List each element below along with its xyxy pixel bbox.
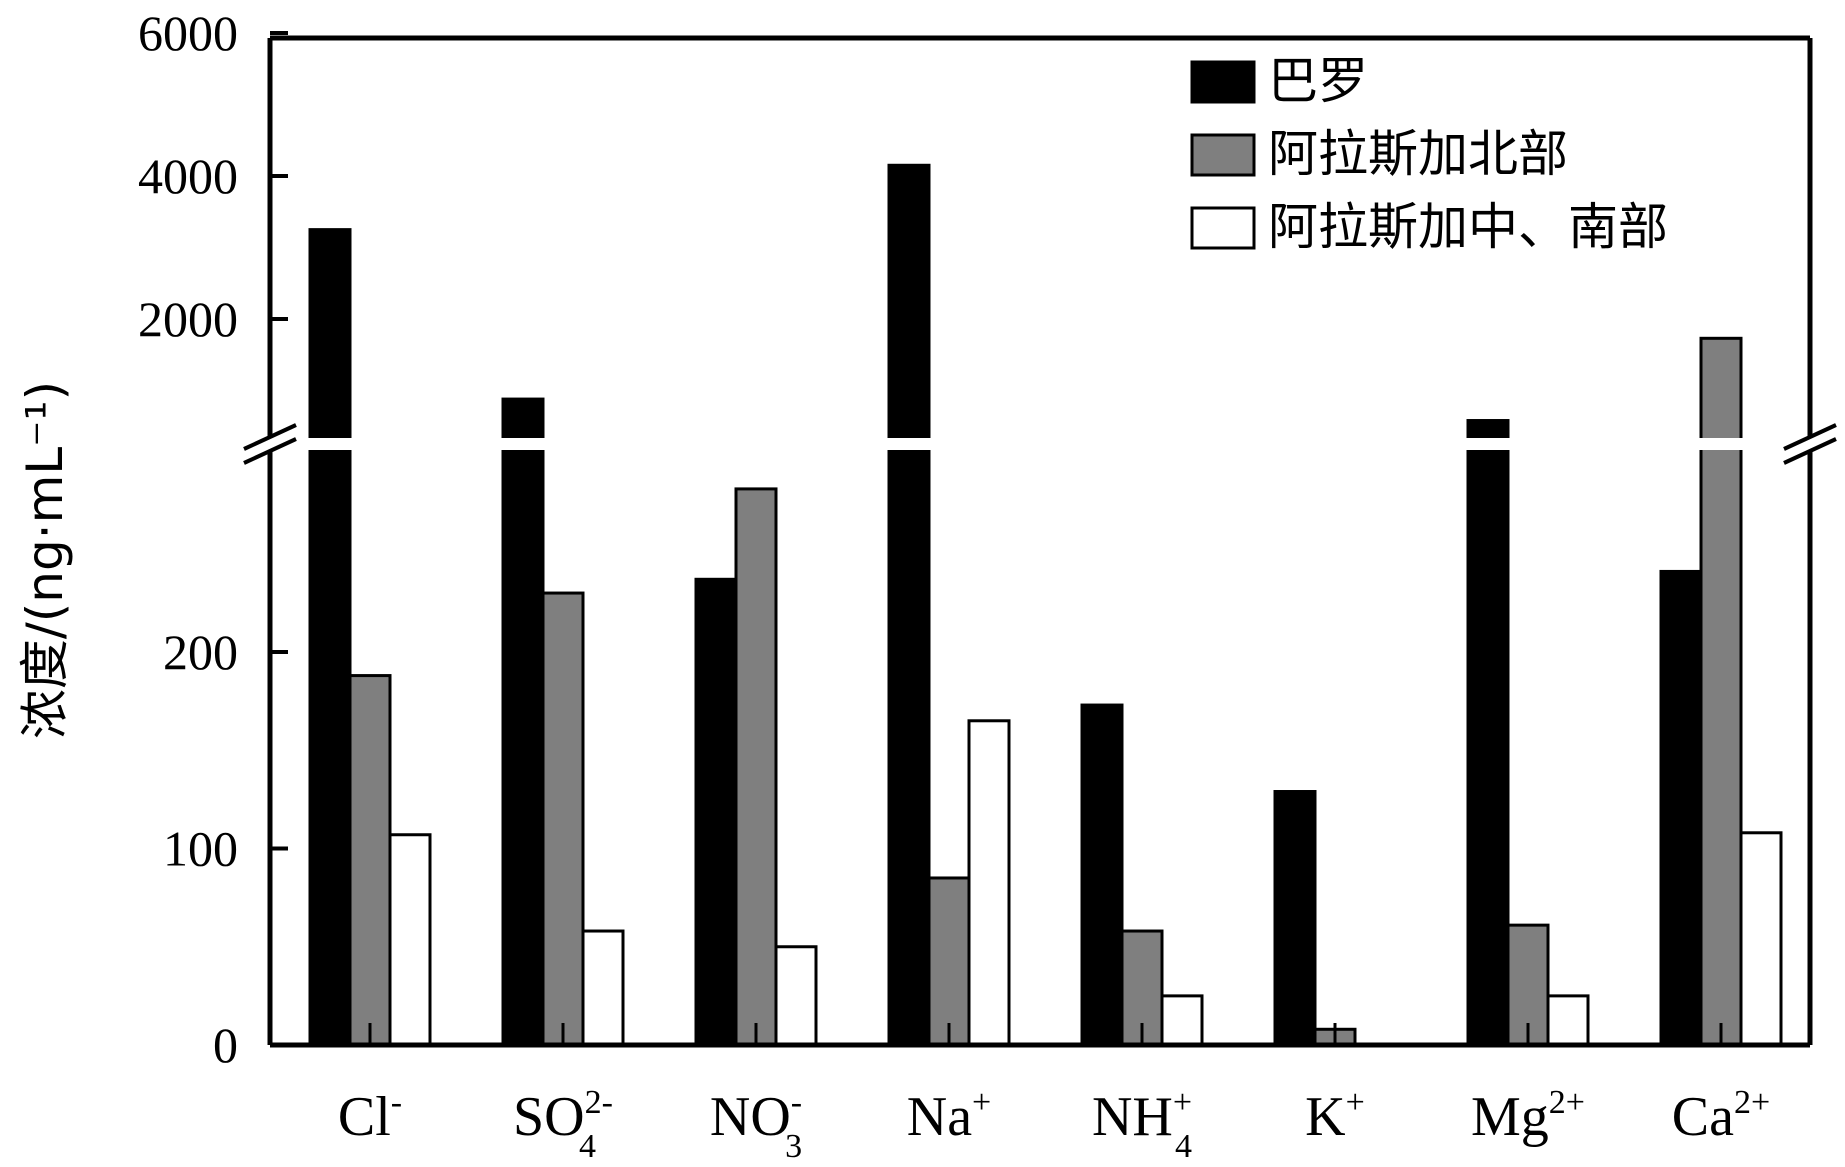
bar-1-1 [308,228,352,1047]
bar-3-8 [1739,831,1783,1047]
legend-label-2: 阿拉斯加北部 [1268,125,1568,183]
bars-layer [308,163,1783,1047]
bar-1-3 [694,577,738,1047]
x-tick-label: K+ [1305,1084,1365,1148]
legend-label-3: 阿拉斯加中、南部 [1268,198,1668,256]
y-tick-label: 2000 [138,291,238,347]
x-tick-label: Cl- [338,1084,402,1148]
bar-1-4 [887,163,931,1047]
bar-2-2 [541,591,585,1047]
bar-3-2 [581,929,625,1047]
legend-label-1: 巴罗 [1268,52,1368,110]
x-tick-label: NO-3 [710,1084,802,1165]
bar-2-3 [734,487,778,1047]
y-tick-label: 0 [213,1017,238,1073]
bar-3-7 [1546,994,1590,1047]
break-gap [272,438,1808,450]
break-mark-left-2 [243,437,297,465]
x-tick-label: Mg2+ [1471,1084,1585,1148]
bar-1-8 [1659,569,1703,1047]
x-tick-label: NH+ 4 [1092,1084,1192,1165]
axes [243,31,1837,1048]
x-tick-label: SO2-4 [513,1084,613,1165]
bar-3-5 [1160,994,1204,1047]
y-axis-label: 浓度/(ng·mL⁻¹) [16,381,74,739]
bar-3-4 [967,719,1011,1047]
y-tick-label: 200 [163,624,238,680]
y-tick-label: 4000 [138,148,238,204]
y-tick-label: 6000 [138,5,238,61]
bar-1-2 [501,397,545,1047]
bar-1-5 [1080,703,1124,1047]
x-tick-label: Na+ [907,1084,991,1148]
bar-2-8 [1699,336,1743,1047]
legend-swatch-2 [1190,133,1256,177]
break-mark-left-1 [243,423,297,451]
y-tick-label: 100 [163,821,238,877]
bar-2-1 [348,674,392,1047]
break-mark-right-2 [1783,437,1837,465]
legend-swatch-1 [1190,60,1256,104]
bar-3-3 [774,945,818,1047]
legend-swatch-3 [1190,206,1256,250]
labels: 0 100 200 2000 4000 6000 Cl- SO2-4 NO-3 Na+ NH+ 4 K+… [138,5,1770,1165]
bar-1-7 [1466,419,1510,1047]
x-tick-label: Ca2+ [1672,1084,1770,1148]
break-mark-right-1 [1783,423,1837,451]
bar-2-4 [927,876,971,1047]
axis-break [272,438,1808,450]
bar-3-1 [388,833,432,1047]
bar-1-6 [1273,790,1317,1047]
